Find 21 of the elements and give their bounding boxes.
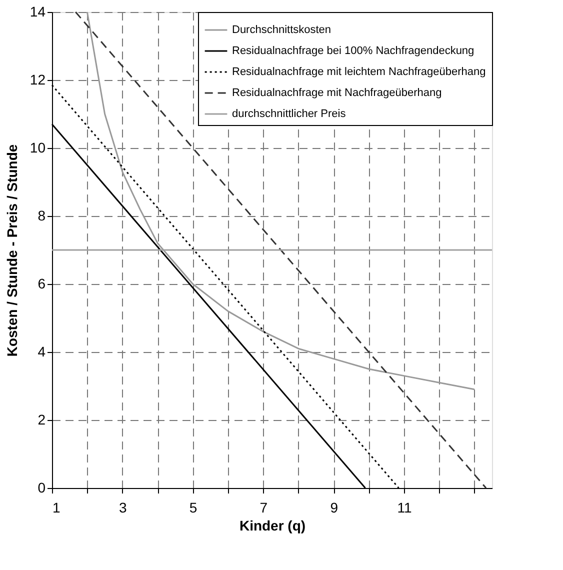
x-tick-label: 7 [260, 500, 268, 516]
y-tick-label: 14 [30, 4, 46, 20]
y-tick-label: 0 [38, 480, 46, 496]
x-tick-label: 1 [52, 500, 60, 516]
y-tick-label: 2 [38, 412, 46, 428]
legend-label: Residualnachfrage mit leichtem Nachfrageüberhang [232, 66, 486, 78]
legend-label: Residualnachfrage mit Nachfrageüberhang [232, 87, 442, 99]
x-tick-label: 11 [397, 500, 412, 516]
y-tick-label: 6 [38, 276, 46, 292]
y-axis-title: Kosten / Stunde - Preis / Stunde [4, 144, 20, 357]
y-tick-label: 10 [30, 140, 46, 156]
y-tick-label: 8 [38, 208, 46, 224]
legend-label: Residualnachfrage bei 100% Nachfragendeckung [232, 45, 474, 57]
y-tick-label: 12 [30, 72, 46, 88]
x-axis-title: Kinder (q) [239, 518, 306, 534]
legend-label: durchschnittlicher Preis [232, 108, 346, 120]
x-tick-label: 3 [119, 500, 127, 516]
y-tick-label: 4 [38, 344, 46, 360]
x-tick-label: 5 [189, 500, 198, 516]
x-tick-label: 9 [330, 500, 338, 516]
legend-label: Durchschnittskosten [232, 24, 332, 36]
